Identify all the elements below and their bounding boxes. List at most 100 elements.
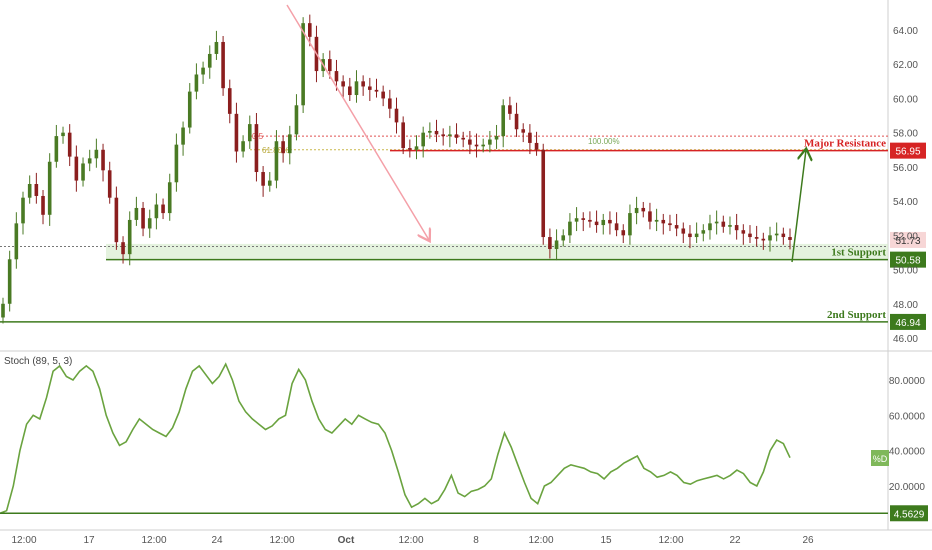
candle-body	[588, 219, 592, 222]
drawn-arrows	[286, 4, 806, 263]
price-tick-label: 50.00	[893, 266, 918, 277]
level-label: Major Resistance	[804, 138, 886, 150]
candle-body	[428, 130, 432, 133]
candle-body	[328, 59, 332, 72]
time-tick-label: 12:00	[528, 535, 553, 546]
level-value-text: 50.58	[895, 256, 920, 267]
support-zone	[106, 243, 888, 260]
stoch-tick-label: 60.0000	[889, 411, 926, 422]
candle-body	[274, 141, 279, 181]
candle-body	[408, 148, 412, 150]
time-tick-label: 22	[729, 535, 741, 546]
candle-body	[561, 235, 566, 241]
candle-body	[187, 91, 192, 128]
candle-body	[434, 130, 439, 135]
candle-body	[307, 23, 312, 37]
fib-label-100: 100.00%	[588, 137, 620, 146]
stoch-tick-label: 40.0000	[889, 447, 926, 458]
level-value-badge	[890, 142, 926, 159]
candle-body	[714, 221, 719, 224]
candle-body	[601, 219, 606, 226]
candle-body	[788, 237, 792, 240]
candle-body	[354, 81, 359, 96]
candle-body	[581, 218, 586, 220]
time-tick-label: 12:00	[658, 535, 683, 546]
candle-body	[281, 141, 285, 154]
candle-body	[641, 207, 646, 212]
price-tick-label: 64.00	[893, 26, 918, 37]
stoch-reference-badge	[890, 505, 928, 522]
time-tick-label: 26	[802, 535, 814, 546]
stoch-title: Stoch (89, 5, 3)	[4, 356, 72, 367]
price-tick-label: 56.00	[893, 163, 918, 174]
candle-body	[608, 219, 612, 224]
candle-body	[694, 233, 699, 238]
candle-body	[14, 223, 19, 260]
candle-body	[421, 132, 425, 147]
candle-body	[368, 86, 372, 90]
candle-body	[441, 134, 445, 137]
price-tick-label: 54.00	[893, 197, 918, 208]
time-tick-label: 12:00	[398, 535, 423, 546]
support-resistance-levels: Major Resistance 56.95 1st Support 50.58 2nd…	[0, 138, 926, 330]
candle-body	[748, 233, 752, 238]
stoch-series-line	[0, 362, 791, 514]
price-tick-label: 60.00	[893, 94, 918, 105]
candle-body	[381, 91, 385, 99]
candle-body	[134, 207, 139, 220]
candle-body	[61, 132, 65, 137]
candle-body	[628, 213, 632, 236]
candle-body	[728, 225, 732, 227]
candle-body	[668, 223, 672, 226]
candle-body	[621, 230, 626, 236]
time-tick-label: 12:00	[11, 535, 36, 546]
candle-body	[47, 161, 52, 215]
candle-body	[461, 137, 465, 140]
candle-body	[341, 81, 345, 87]
price-tick-label: 62.00	[893, 60, 918, 71]
candle-body	[361, 81, 365, 87]
time-tick-label: 15	[600, 535, 612, 546]
candle-body	[94, 149, 99, 159]
candle-body	[287, 134, 292, 154]
candle-body	[468, 139, 472, 145]
candle-body	[27, 184, 32, 198]
candle-body	[74, 156, 79, 181]
candle-body	[21, 197, 25, 224]
candle-body	[141, 207, 145, 229]
level-value-text: 46.94	[895, 318, 920, 329]
candle-body	[107, 170, 112, 198]
candle-body	[121, 242, 125, 255]
candle-body	[101, 149, 105, 171]
candle-body	[674, 225, 679, 229]
price-tick-label: 58.00	[893, 129, 918, 140]
candle-body	[734, 225, 739, 231]
candle-body	[41, 195, 45, 215]
candle-body	[508, 105, 512, 114]
candle-body	[648, 211, 652, 222]
candle-body	[614, 223, 619, 231]
candle-body	[87, 158, 92, 164]
candle-body	[221, 41, 225, 89]
candle-body	[634, 207, 639, 214]
candle-body	[7, 259, 12, 304]
candle-body	[267, 180, 272, 186]
candle-body	[754, 237, 759, 239]
candle-body	[147, 218, 152, 229]
candle-body	[701, 230, 706, 234]
price-axis-ticks: 46.00 48.00 50.00 52.00 54.00 56.00 58.00 60.00…	[889, 26, 926, 493]
level-value-badge	[890, 251, 926, 268]
candle-body	[114, 197, 119, 243]
candle-body	[554, 240, 559, 250]
time-tick-label: Oct	[338, 535, 355, 546]
candle-body	[761, 238, 766, 241]
candle-body	[294, 105, 299, 135]
candle-body	[161, 204, 165, 214]
forecast-arrow-down	[286, 4, 429, 240]
candle-body	[568, 221, 572, 236]
level-label: 2nd Support	[827, 309, 886, 321]
candle-body	[127, 219, 132, 255]
price-tick-label: 46.00	[893, 334, 918, 345]
candle-body	[81, 163, 85, 181]
candle-body	[768, 235, 772, 241]
